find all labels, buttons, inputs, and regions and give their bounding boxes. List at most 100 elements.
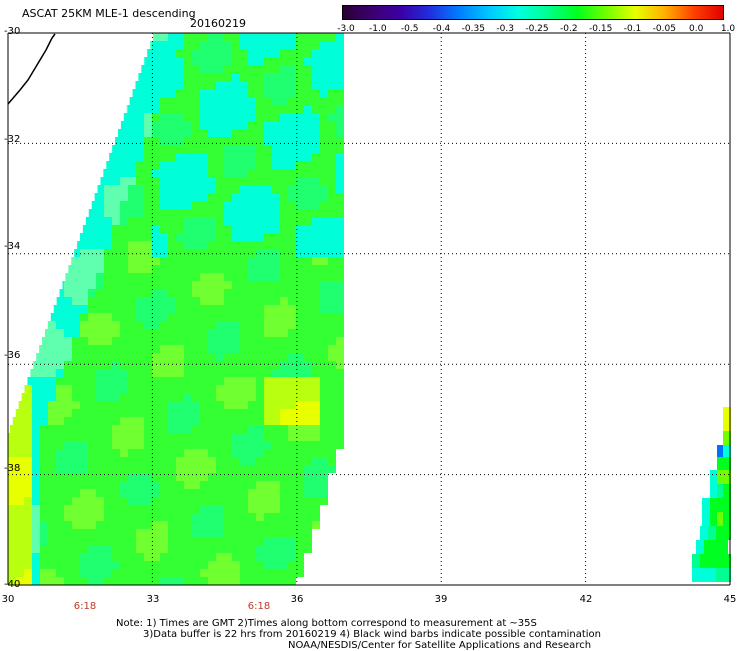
swath-cell	[152, 169, 160, 177]
swath-cell	[248, 153, 256, 161]
swath-cell	[264, 305, 272, 313]
swath-cell	[312, 33, 320, 41]
swath-cell	[264, 257, 272, 265]
swath-cell	[264, 177, 272, 185]
swath-cell	[248, 49, 256, 57]
swath-cell	[296, 409, 304, 417]
swath-cell	[200, 369, 208, 377]
swath-cell	[24, 417, 32, 425]
swath-cell	[296, 505, 304, 513]
swath-cell	[288, 361, 296, 369]
swath-cell	[216, 73, 224, 81]
swath-cell	[80, 337, 88, 345]
swath-cell	[256, 465, 264, 473]
swath-cell	[128, 305, 136, 313]
swath-cell	[216, 321, 224, 329]
swath-cell	[96, 257, 104, 265]
swath-cell	[288, 353, 296, 361]
swath-cell	[184, 233, 192, 241]
swath-cell	[112, 553, 120, 561]
swath-cell	[304, 57, 312, 65]
swath-cell	[64, 505, 72, 513]
swath-cell	[82, 225, 91, 233]
swath-cell	[104, 569, 112, 577]
swath-cell	[80, 529, 88, 537]
swath-cell	[288, 449, 296, 457]
swath-cell	[176, 369, 184, 377]
swath-cell	[80, 489, 88, 497]
swath-cell	[144, 217, 152, 225]
swath-cell	[288, 337, 296, 345]
swath-cell	[304, 505, 312, 513]
swath-cell	[208, 313, 216, 321]
swath-cell	[272, 353, 280, 361]
swath-cell	[248, 233, 256, 241]
swath-cell	[192, 41, 200, 49]
swath-cell	[128, 457, 136, 465]
swath-cell	[320, 73, 328, 81]
swath-cell	[328, 73, 336, 81]
swath-cell	[312, 297, 320, 305]
swath-cell	[96, 289, 104, 297]
swath-cell	[232, 153, 240, 161]
swath-cell	[184, 473, 192, 481]
swath-cell	[280, 257, 288, 265]
swath-cell	[96, 233, 104, 241]
swath-cell	[74, 249, 83, 257]
swath-cell	[280, 49, 288, 57]
swath-cell	[232, 537, 240, 545]
lat-label-32: -32	[4, 134, 21, 145]
swath-cell	[280, 225, 288, 233]
swath-cell	[168, 545, 176, 553]
swath-cell	[288, 89, 296, 97]
swath-cell	[176, 481, 184, 489]
swath-cell	[264, 425, 272, 433]
swath-cell	[136, 465, 144, 473]
swath-cell	[224, 329, 232, 337]
swath-cell	[152, 505, 160, 513]
swath-cell	[248, 441, 256, 449]
swath-cell	[256, 329, 264, 337]
swath-cell	[120, 265, 128, 273]
swath-cell	[232, 57, 240, 65]
swath-cell	[328, 57, 336, 65]
swath-cell	[168, 345, 176, 353]
swath-cell	[56, 561, 64, 569]
swath-cell	[40, 561, 48, 569]
swath-cell	[120, 129, 128, 137]
swath-cell	[232, 113, 240, 121]
swath-cell	[56, 297, 65, 305]
swath-cell	[176, 249, 184, 257]
swath-cell	[192, 481, 200, 489]
swath-cell	[248, 129, 256, 137]
swath-cell	[296, 473, 304, 481]
map-date: 20160219	[190, 17, 246, 30]
swath-cell	[112, 433, 120, 441]
swath-cell	[88, 577, 96, 585]
swath-cell	[256, 281, 264, 289]
swath-cell	[96, 377, 104, 385]
swath-cell	[56, 345, 64, 353]
swath-cell	[160, 161, 168, 169]
swath-cell	[144, 57, 153, 65]
swath-cell	[304, 281, 312, 289]
swath-cell	[72, 273, 80, 281]
swath-cell	[256, 169, 264, 177]
swath-cell	[288, 345, 296, 353]
swath-cell	[136, 513, 144, 521]
swath-cell	[320, 57, 328, 65]
swath-cell	[312, 433, 320, 441]
swath-cell	[24, 505, 32, 513]
swath-cell	[224, 465, 232, 473]
swath-cell	[336, 97, 344, 105]
swath-cell	[128, 545, 136, 553]
swath-cell	[32, 569, 40, 577]
swath-cell	[232, 225, 240, 233]
swath-cell	[336, 321, 344, 329]
swath-cell	[296, 105, 304, 113]
swath-cell	[192, 113, 200, 121]
swath-cell	[328, 321, 336, 329]
swath-cell	[280, 433, 288, 441]
swath-cell	[336, 89, 344, 97]
swath-cell	[184, 281, 192, 289]
